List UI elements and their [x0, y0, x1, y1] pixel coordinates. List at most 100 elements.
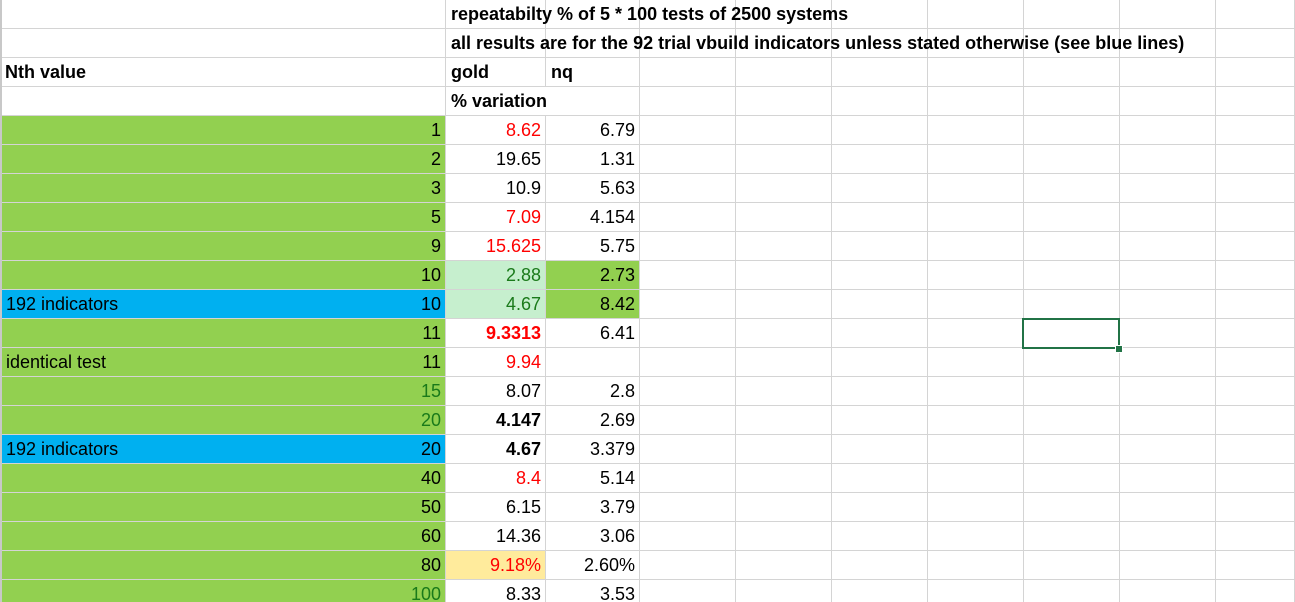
cell[interactable] [1216, 29, 1295, 58]
cell[interactable] [928, 464, 1024, 493]
nth-value-cell[interactable]: 1 [0, 116, 446, 145]
cell[interactable] [832, 0, 928, 29]
cell[interactable] [0, 87, 446, 116]
nq-cell[interactable]: 3.79 [546, 493, 640, 522]
cell[interactable] [1120, 406, 1216, 435]
nq-cell[interactable]: 4.154 [546, 203, 640, 232]
cell[interactable] [736, 522, 832, 551]
cell[interactable] [640, 435, 736, 464]
cell[interactable] [1120, 232, 1216, 261]
cell[interactable] [928, 290, 1024, 319]
gold-cell[interactable]: 8.62 [446, 116, 546, 145]
cell[interactable] [640, 348, 736, 377]
cell[interactable] [1216, 0, 1295, 29]
cell[interactable] [446, 29, 546, 58]
gold-cell[interactable]: 15.625 [446, 232, 546, 261]
header-gold[interactable]: gold [446, 58, 546, 87]
cell[interactable] [928, 232, 1024, 261]
cell[interactable] [1216, 203, 1295, 232]
cell[interactable] [640, 116, 736, 145]
cell[interactable] [928, 377, 1024, 406]
cell[interactable] [928, 551, 1024, 580]
cell[interactable] [546, 0, 640, 29]
nth-value-cell[interactable]: 9 [0, 232, 446, 261]
cell[interactable] [1216, 580, 1295, 602]
nq-cell[interactable]: 3.06 [546, 522, 640, 551]
nth-value-cell[interactable]: 2 [0, 145, 446, 174]
cell[interactable] [640, 464, 736, 493]
cell[interactable] [736, 551, 832, 580]
cell[interactable] [1024, 290, 1120, 319]
cell[interactable] [1024, 261, 1120, 290]
cell[interactable] [1024, 145, 1120, 174]
nth-value-cell[interactable]: 11 [0, 319, 446, 348]
cell[interactable] [1120, 435, 1216, 464]
nq-cell[interactable]: 6.41 [546, 319, 640, 348]
gold-cell[interactable]: 6.15 [446, 493, 546, 522]
cell[interactable] [1120, 464, 1216, 493]
nth-value-cell[interactable]: 192 indicators 20 [0, 435, 446, 464]
nq-cell[interactable]: 8.42 [546, 290, 640, 319]
cell[interactable] [1216, 290, 1295, 319]
cell[interactable] [1216, 551, 1295, 580]
cell[interactable] [736, 493, 832, 522]
cell[interactable] [1216, 464, 1295, 493]
cell[interactable] [736, 232, 832, 261]
nth-value-cell[interactable]: 15 [0, 377, 446, 406]
cell[interactable] [546, 87, 640, 116]
cell[interactable] [736, 203, 832, 232]
nth-value-cell[interactable]: 192 indicators 10 [0, 290, 446, 319]
nq-cell[interactable]: 2.73 [546, 261, 640, 290]
cell[interactable] [736, 348, 832, 377]
cell[interactable] [832, 145, 928, 174]
cell[interactable] [1024, 29, 1120, 58]
cell[interactable] [736, 0, 832, 29]
cell[interactable] [928, 261, 1024, 290]
nth-value-cell[interactable]: 100 [0, 580, 446, 602]
cell[interactable] [928, 580, 1024, 602]
cell[interactable] [1120, 174, 1216, 203]
cell[interactable] [736, 261, 832, 290]
cell[interactable] [928, 87, 1024, 116]
cell[interactable] [832, 493, 928, 522]
cell[interactable] [736, 87, 832, 116]
cell[interactable] [1024, 580, 1120, 602]
cell[interactable] [832, 377, 928, 406]
cell[interactable] [1120, 261, 1216, 290]
active-cell-selection[interactable] [1022, 318, 1120, 349]
nth-value-cell[interactable]: 20 [0, 406, 446, 435]
cell[interactable] [1216, 435, 1295, 464]
cell[interactable] [928, 0, 1024, 29]
nq-cell[interactable]: 6.79 [546, 116, 640, 145]
nq-cell[interactable]: 5.63 [546, 174, 640, 203]
note-indicators[interactable]: all results are for the 92 trial vbuild … [451, 33, 1185, 53]
gold-cell[interactable]: 9.94 [446, 348, 546, 377]
nth-value-cell[interactable]: identical test 11 [0, 348, 446, 377]
cell[interactable] [1216, 116, 1295, 145]
cell[interactable] [928, 319, 1024, 348]
gold-cell[interactable]: 9.18% [446, 551, 546, 580]
header-nq[interactable]: nq [546, 58, 640, 87]
nq-cell[interactable]: 3.379 [546, 435, 640, 464]
nq-cell[interactable] [546, 348, 640, 377]
cell[interactable] [1024, 435, 1120, 464]
cell[interactable] [640, 232, 736, 261]
cell[interactable] [640, 406, 736, 435]
cell[interactable] [832, 290, 928, 319]
cell[interactable] [1216, 348, 1295, 377]
nth-value-cell[interactable]: 10 [0, 261, 446, 290]
cell[interactable] [640, 29, 736, 58]
cell[interactable] [736, 174, 832, 203]
cell[interactable] [736, 377, 832, 406]
cell[interactable] [832, 522, 928, 551]
gold-cell[interactable]: 14.36 [446, 522, 546, 551]
cell[interactable] [928, 145, 1024, 174]
gold-cell[interactable]: 9.3313 [446, 319, 546, 348]
cell[interactable] [832, 348, 928, 377]
gold-cell[interactable]: 8.4 [446, 464, 546, 493]
cell[interactable] [1024, 348, 1120, 377]
cell[interactable] [640, 290, 736, 319]
nq-cell[interactable]: 5.75 [546, 232, 640, 261]
fill-handle[interactable] [1115, 345, 1123, 353]
header-nth-value[interactable]: Nth value [0, 58, 446, 87]
